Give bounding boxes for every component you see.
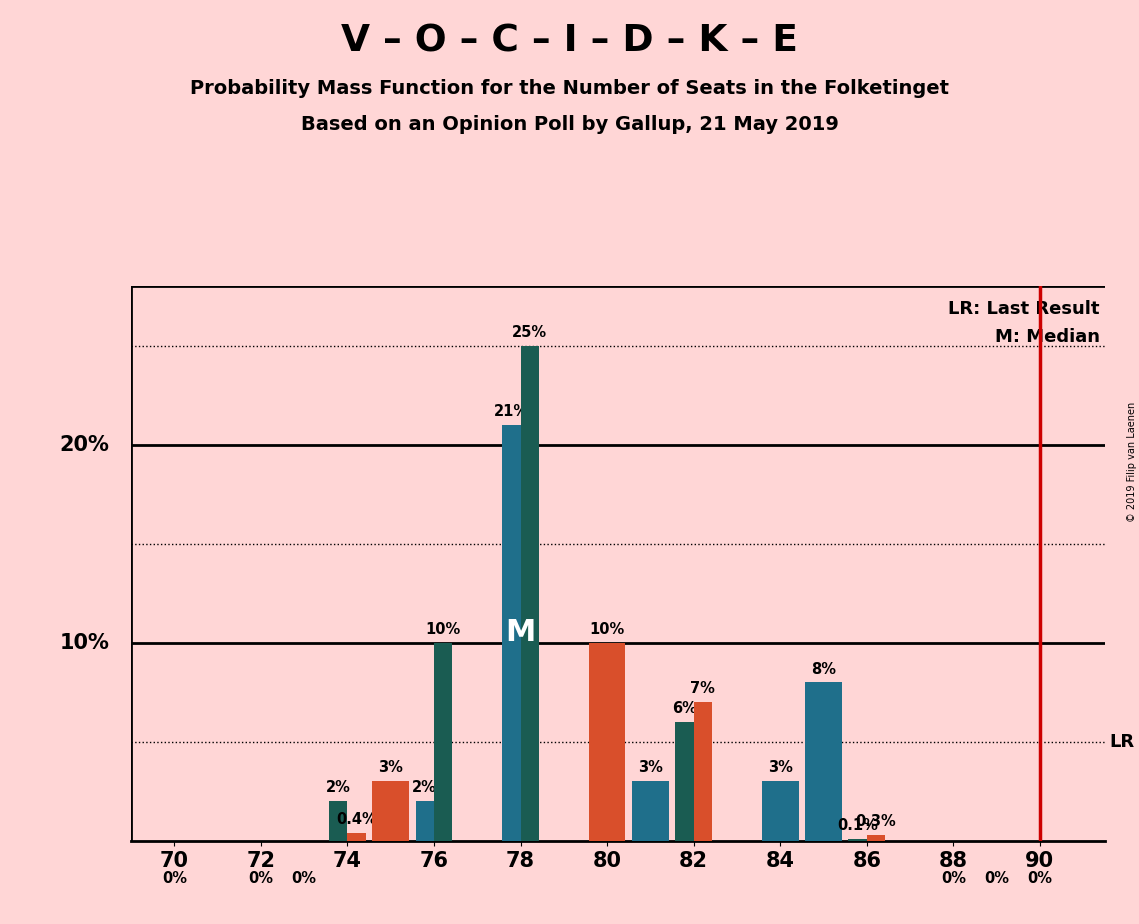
Text: 3%: 3% bbox=[638, 760, 663, 775]
Bar bbox=[805, 683, 842, 841]
Bar bbox=[521, 346, 539, 841]
Bar bbox=[849, 839, 867, 841]
Text: 7%: 7% bbox=[690, 681, 715, 697]
Text: 21%: 21% bbox=[494, 404, 528, 419]
Bar bbox=[694, 702, 712, 841]
Bar bbox=[416, 801, 434, 841]
Text: LR: LR bbox=[1109, 733, 1134, 751]
Text: 8%: 8% bbox=[811, 662, 836, 676]
Text: 0.1%: 0.1% bbox=[837, 818, 878, 833]
Text: 3%: 3% bbox=[768, 760, 793, 775]
Text: Probability Mass Function for the Number of Seats in the Folketinget: Probability Mass Function for the Number… bbox=[190, 79, 949, 98]
Text: 0%: 0% bbox=[941, 870, 966, 885]
Text: 0%: 0% bbox=[162, 870, 187, 885]
Text: 0%: 0% bbox=[248, 870, 273, 885]
Bar bbox=[867, 835, 885, 841]
Text: LR: Last Result: LR: Last Result bbox=[949, 300, 1100, 318]
Text: V – O – C – I – D – K – E: V – O – C – I – D – K – E bbox=[341, 23, 798, 59]
Bar bbox=[762, 782, 798, 841]
Bar bbox=[675, 722, 694, 841]
Text: © 2019 Filip van Laenen: © 2019 Filip van Laenen bbox=[1126, 402, 1137, 522]
Text: 2%: 2% bbox=[412, 780, 437, 796]
Text: 0%: 0% bbox=[1027, 870, 1052, 885]
Bar bbox=[502, 425, 521, 841]
Text: 2%: 2% bbox=[326, 780, 351, 796]
Text: 10%: 10% bbox=[426, 622, 461, 637]
Text: 20%: 20% bbox=[59, 435, 109, 455]
Text: 0%: 0% bbox=[292, 870, 317, 885]
Text: 3%: 3% bbox=[378, 760, 403, 775]
Text: Based on an Opinion Poll by Gallup, 21 May 2019: Based on an Opinion Poll by Gallup, 21 M… bbox=[301, 116, 838, 135]
Text: 10%: 10% bbox=[590, 622, 624, 637]
Bar bbox=[372, 782, 409, 841]
Bar bbox=[632, 782, 669, 841]
Text: M: M bbox=[506, 618, 535, 648]
Text: 10%: 10% bbox=[59, 633, 109, 653]
Bar bbox=[589, 643, 625, 841]
Bar bbox=[329, 801, 347, 841]
Text: M: Median: M: Median bbox=[995, 328, 1100, 346]
Bar bbox=[347, 833, 366, 841]
Text: 0%: 0% bbox=[984, 870, 1009, 885]
Text: 0.3%: 0.3% bbox=[855, 814, 896, 829]
Text: 6%: 6% bbox=[672, 701, 697, 716]
Text: 0.4%: 0.4% bbox=[336, 812, 377, 827]
Text: 25%: 25% bbox=[513, 325, 547, 340]
Bar bbox=[434, 643, 452, 841]
